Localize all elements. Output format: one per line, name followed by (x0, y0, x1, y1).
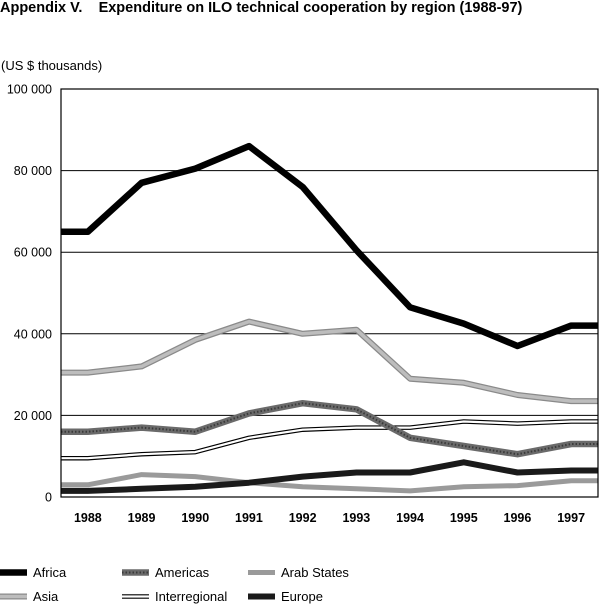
legend-label: Americas (155, 565, 210, 580)
plot-frame (60, 88, 599, 498)
y-axis-units-label: (US $ thousands) (1, 58, 103, 73)
series-line-americas (61, 399, 598, 458)
chart-title: Appendix V. Expenditure on ILO technical… (0, 0, 523, 16)
x-axis-ticks: 1988 1989 1990 1991 1992 1993 1994 1995 1996 1997 (74, 511, 585, 525)
legend-item-arab-states: Arab States (248, 565, 349, 580)
y-axis-ticks: 0 20 000 40 000 60 000 80 000 100 000 (7, 83, 52, 505)
series-interregional (61, 419, 598, 461)
x-tick-label: 1994 (396, 511, 424, 525)
legend-label: Europe (281, 589, 323, 604)
x-tick-label: 1996 (504, 511, 532, 525)
series-line-arab-states (61, 472, 598, 494)
legend-item-asia: Asia (0, 589, 59, 604)
legend-label: Arab States (281, 565, 349, 580)
x-tick-label: 1995 (450, 511, 478, 525)
y-tick-label: 40 000 (14, 327, 52, 341)
x-tick-label: 1993 (342, 511, 370, 525)
y-tick-label: 20 000 (14, 409, 52, 423)
x-tick-label: 1990 (181, 511, 209, 525)
series-line-interregional (61, 420, 598, 460)
series-arab-states (61, 472, 598, 494)
y-tick-label: 0 (45, 491, 52, 505)
y-tick-label: 100 000 (7, 83, 52, 97)
series-line-europe (61, 459, 598, 494)
legend-label: Asia (33, 589, 59, 604)
x-tick-label: 1992 (289, 511, 317, 525)
x-tick-label: 1991 (235, 511, 263, 525)
x-tick-label: 1988 (74, 511, 102, 525)
series-americas (61, 399, 598, 458)
legend-item-americas: Americas (122, 565, 210, 580)
legend-item-interregional: Interregional (122, 589, 227, 604)
series-lines (61, 142, 598, 494)
legend: Africa Americas Arab States Asia Interregion… (0, 565, 349, 604)
series-asia (61, 318, 598, 405)
series-line-asia (61, 319, 598, 403)
legend-item-africa: Africa (0, 565, 67, 580)
x-tick-label: 1989 (128, 511, 156, 525)
series-line-africa (61, 142, 598, 350)
legend-label: Interregional (155, 589, 227, 604)
legend-label: Africa (33, 565, 67, 580)
x-tick-label: 1997 (557, 511, 585, 525)
series-africa (61, 142, 598, 350)
series-europe (61, 459, 598, 494)
grid-lines (61, 88, 598, 498)
legend-item-europe: Europe (248, 589, 323, 604)
y-tick-label: 80 000 (14, 164, 52, 178)
y-tick-label: 60 000 (14, 246, 52, 260)
